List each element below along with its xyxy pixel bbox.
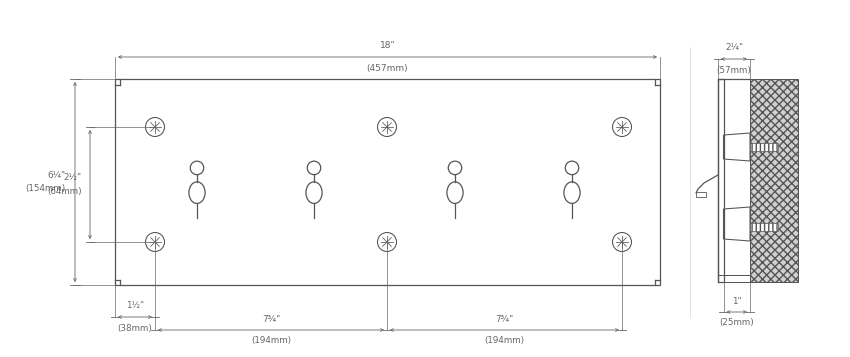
Text: (25mm): (25mm)	[719, 318, 754, 327]
Text: (38mm): (38mm)	[117, 323, 152, 332]
Text: (64mm): (64mm)	[48, 187, 82, 196]
Bar	[750, 79, 798, 282]
Text: 2½": 2½"	[64, 173, 82, 182]
Text: (194mm): (194mm)	[251, 337, 291, 346]
Bar	[750, 143, 778, 151]
Text: 7¾": 7¾"	[262, 315, 280, 323]
Text: (154mm): (154mm)	[25, 185, 65, 193]
Bar	[750, 223, 778, 231]
Text: 18": 18"	[380, 41, 395, 50]
Text: (457mm): (457mm)	[366, 64, 408, 72]
Text: 7¾": 7¾"	[496, 315, 513, 323]
Bar	[696, 192, 706, 197]
Text: 1½": 1½"	[126, 302, 144, 311]
Text: (57mm): (57mm)	[717, 65, 751, 75]
Bar	[115, 79, 660, 285]
Bar	[718, 79, 723, 282]
Text: 2¼": 2¼"	[725, 44, 743, 52]
Text: 6¼": 6¼"	[47, 171, 65, 180]
Text: (194mm): (194mm)	[484, 337, 524, 346]
Text: 1": 1"	[732, 297, 741, 306]
